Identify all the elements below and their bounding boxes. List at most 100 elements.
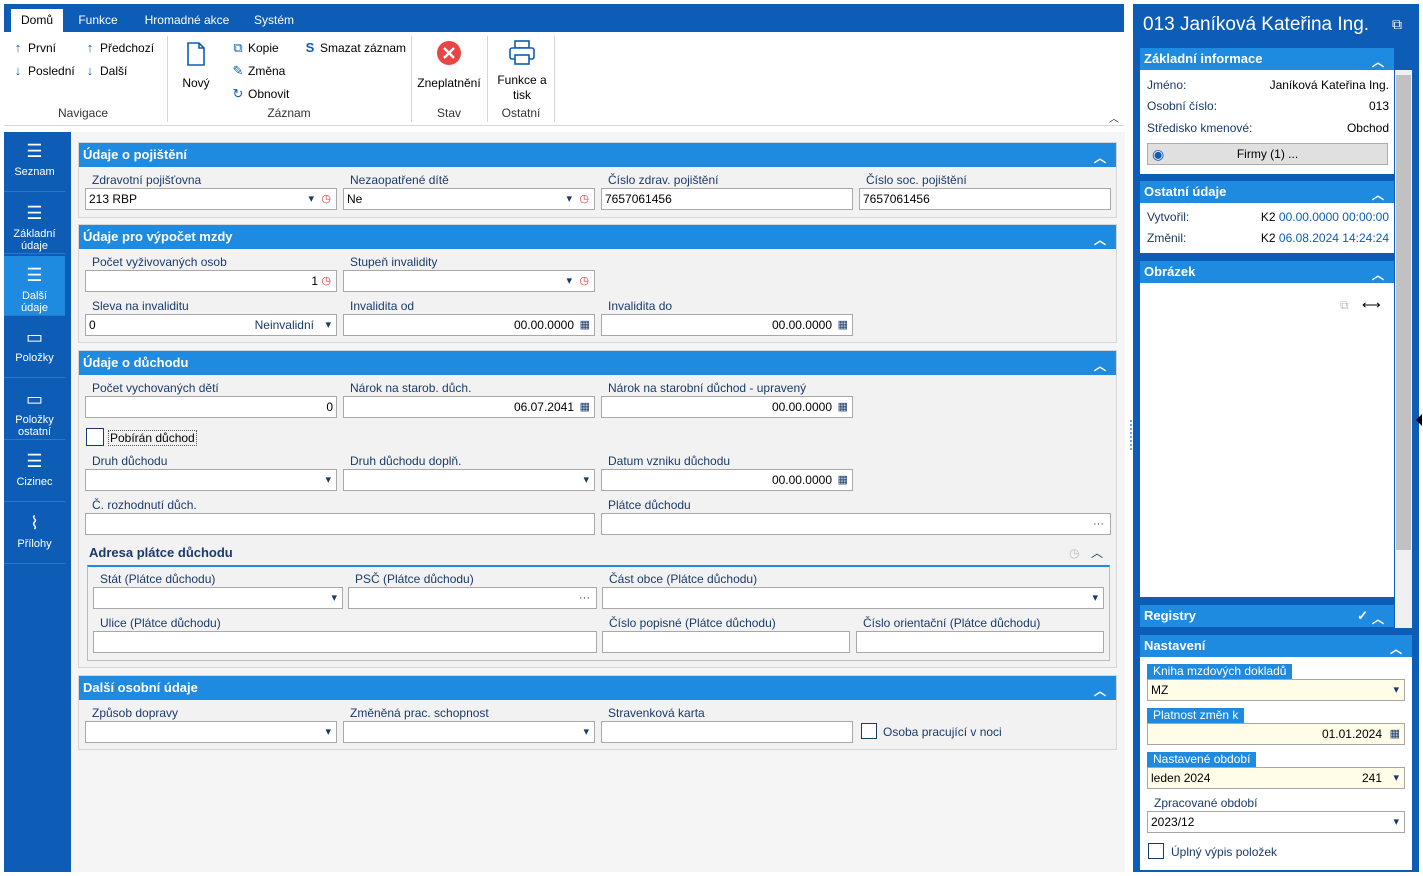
new-button[interactable]: Nový — [176, 40, 216, 91]
dropdown-icon[interactable]: ▾ — [308, 193, 314, 205]
firms-button[interactable]: ◉ Firmy (1) ... — [1147, 143, 1388, 165]
decision-input[interactable] — [85, 513, 595, 535]
payer-house-input[interactable] — [602, 631, 850, 653]
meal-card-input[interactable] — [601, 721, 853, 743]
nav-item-items-other[interactable]: ▭ Položky ostatní — [4, 380, 65, 440]
dropdown-icon[interactable]: ▾ — [325, 726, 331, 738]
calendar-icon[interactable]: ▦ — [579, 319, 590, 331]
dropdown-icon[interactable]: ▾ — [331, 592, 337, 604]
payer-state-select[interactable]: ▾ — [93, 587, 343, 609]
payer-zip-input[interactable]: ··· — [348, 587, 597, 609]
pension-origin-input[interactable]: 00.00.0000 ▦ — [601, 469, 853, 491]
receiving-pension-checkbox[interactable] — [86, 428, 104, 446]
processed-select[interactable]: 2023/12 ▾ — [1147, 811, 1405, 833]
dropdown-icon[interactable]: ▾ — [1393, 772, 1399, 784]
social-number-input[interactable]: 7657061456 — [859, 188, 1111, 210]
calendar-icon[interactable]: ▦ — [837, 401, 848, 413]
dropdown-icon[interactable]: ▾ — [1393, 816, 1399, 828]
delete-button[interactable]: S Smazat záznam — [304, 40, 406, 55]
health-number-input[interactable]: 7657061456 — [601, 188, 853, 210]
calendar-icon[interactable]: ▦ — [837, 474, 848, 486]
prev-button[interactable]: ↑ Předchozí — [84, 40, 154, 55]
nav-item-basic-data[interactable]: ☰ Základní údaje — [4, 194, 65, 254]
pension-claim-input[interactable]: 06.07.2041 ▦ — [343, 396, 595, 418]
more-icon[interactable]: ··· — [579, 592, 590, 604]
tab-home[interactable]: Domů — [11, 9, 63, 32]
dropdown-icon[interactable]: ▾ — [325, 319, 331, 331]
chevron-up-icon[interactable]: ︿ — [1372, 268, 1385, 282]
first-button[interactable]: ↑ První — [12, 40, 56, 55]
payer-orient-input[interactable] — [856, 631, 1104, 653]
dependent-child-select[interactable]: Ne ▾ ◷ — [343, 188, 595, 210]
history-icon[interactable]: ◷ — [579, 275, 589, 287]
pension-claim-adj-input[interactable]: 00.00.0000 ▦ — [601, 396, 853, 418]
chevron-up-icon[interactable]: ︿ — [1372, 612, 1385, 626]
open-image-icon[interactable]: ⧉ — [1340, 298, 1349, 312]
calendar-icon[interactable]: ▦ — [579, 401, 590, 413]
dropdown-icon[interactable]: ▾ — [1393, 684, 1399, 696]
disability-select[interactable]: ▾ ◷ — [343, 270, 595, 292]
nav-item-items[interactable]: ▭ Položky — [4, 318, 65, 378]
payer-input[interactable]: ··· — [601, 513, 1111, 535]
history-icon[interactable]: ◷ — [321, 275, 331, 287]
check-circle-icon[interactable]: ✓ — [1357, 608, 1368, 623]
dropdown-icon[interactable]: ▾ — [566, 275, 572, 287]
tab-bulk-actions[interactable]: Hromadné akce — [144, 13, 230, 27]
work-ability-select[interactable]: ▾ — [343, 721, 595, 743]
valid-date-input[interactable]: 01.01.2024 ▦ — [1147, 723, 1405, 745]
pension-type2-select[interactable]: ▾ — [343, 469, 595, 491]
panel-toggle-icon[interactable] — [1416, 414, 1422, 426]
tab-system[interactable]: Systém — [253, 13, 294, 27]
collapse-ribbon-icon[interactable]: ︿ — [1109, 114, 1119, 125]
night-worker-checkbox[interactable] — [861, 723, 877, 739]
dropdown-icon[interactable]: ▾ — [583, 726, 589, 738]
chevron-up-icon[interactable]: ︿ — [1094, 233, 1107, 247]
history-icon[interactable]: ◷ — [579, 193, 589, 205]
chevron-up-icon[interactable]: ︿ — [1094, 684, 1107, 698]
health-insurance-select[interactable]: 213 RBP ▾ ◷ — [85, 188, 337, 210]
more-icon[interactable]: ··· — [1093, 518, 1104, 530]
dropdown-icon[interactable]: ▾ — [566, 193, 572, 205]
print-button[interactable]: Funkce a tisk — [492, 40, 552, 103]
pension-type-select[interactable]: ▾ — [85, 469, 337, 491]
chevron-up-icon[interactable]: ︿ — [1372, 188, 1385, 202]
scrollbar-thumb[interactable] — [1396, 75, 1411, 550]
transport-select[interactable]: ▾ — [85, 721, 337, 743]
nav-item-attachments[interactable]: ⌇ Přílohy — [4, 504, 65, 564]
tab-functions[interactable]: Funkce — [78, 13, 118, 27]
disability-from-input[interactable]: 00.00.0000 ▦ — [343, 314, 595, 336]
disability-discount-select[interactable]: 0 Neinvalidní ▾ — [85, 314, 337, 336]
period-select[interactable]: leden 2024 241 ▾ — [1147, 767, 1405, 789]
fit-width-icon[interactable]: ⟷ — [1362, 297, 1381, 312]
receiving-pension-label[interactable]: Pobírán důchod — [108, 430, 197, 446]
last-button[interactable]: ↓ Poslední — [12, 63, 75, 78]
nav-item-list[interactable]: ☰ Seznam — [4, 132, 65, 192]
change-button[interactable]: ✎ Změna — [232, 63, 286, 79]
payer-street-input[interactable] — [93, 631, 597, 653]
calendar-icon[interactable]: ▦ — [1389, 728, 1400, 740]
full-listing-checkbox[interactable] — [1148, 843, 1164, 859]
history-icon[interactable]: ◷ — [321, 193, 331, 205]
children-input[interactable]: 0 — [85, 396, 337, 418]
next-button[interactable]: ↓ Další — [84, 63, 128, 78]
disability-to-input[interactable]: 00.00.0000 ▦ — [601, 314, 853, 336]
calendar-icon[interactable]: ▦ — [837, 319, 848, 331]
copy-button[interactable]: ⧉ Kopie — [232, 40, 278, 56]
nav-item-other-data[interactable]: ☰ Další údaje — [4, 256, 65, 316]
chevron-up-icon[interactable]: ︿ — [1094, 151, 1107, 165]
payer-district-select[interactable]: ▾ — [602, 587, 1104, 609]
history-icon[interactable]: ◷ — [1069, 546, 1080, 560]
refresh-button[interactable]: ↻ Obnovit — [232, 86, 290, 102]
dependents-input[interactable]: 1 ◷ — [85, 270, 337, 292]
popout-icon[interactable]: ⧉ — [1392, 16, 1402, 32]
dropdown-icon[interactable]: ▾ — [325, 474, 331, 486]
dropdown-icon[interactable]: ▾ — [1092, 592, 1098, 604]
chevron-up-icon[interactable]: ︿ — [1390, 642, 1403, 656]
chevron-up-icon[interactable]: ︿ — [1091, 546, 1104, 560]
dropdown-icon[interactable]: ▾ — [583, 474, 589, 486]
invalidate-button[interactable]: Zneplatnění — [414, 40, 484, 91]
nav-item-foreigner[interactable]: ☰ Cizinec — [4, 442, 65, 502]
chevron-up-icon[interactable]: ︿ — [1094, 359, 1107, 373]
chevron-up-icon[interactable]: ︿ — [1372, 55, 1385, 69]
book-select[interactable]: MZ ▾ — [1147, 679, 1405, 701]
